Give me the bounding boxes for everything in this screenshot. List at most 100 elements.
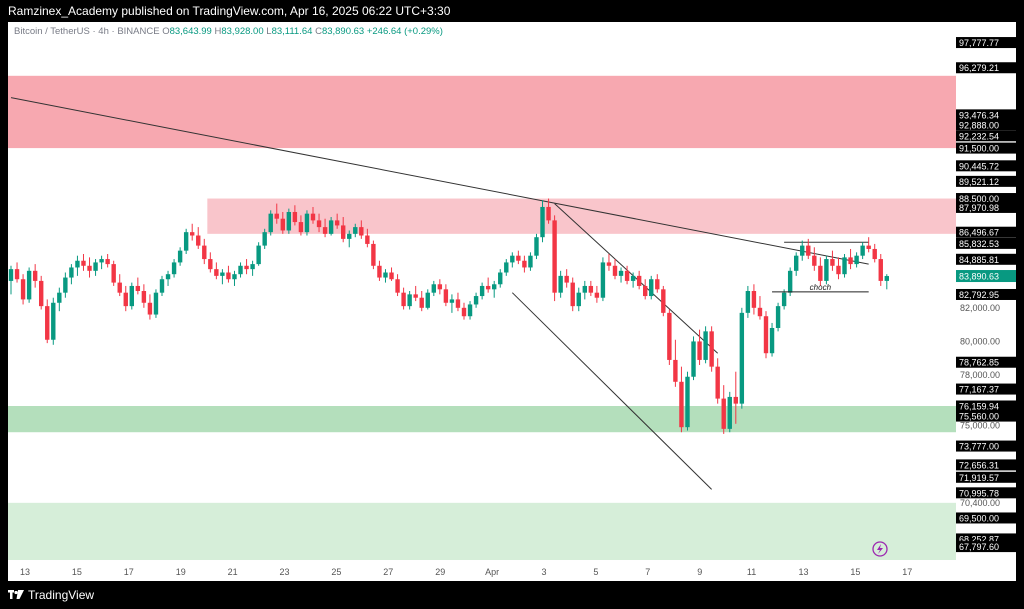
candle — [159, 279, 165, 293]
price-axis[interactable]: 93,000.0082,000.0080,000.0078,000.0075,0… — [956, 22, 1016, 581]
x-tick-label: 23 — [279, 567, 289, 577]
candle — [105, 259, 110, 265]
candle — [75, 260, 80, 268]
candle — [153, 292, 159, 315]
candle — [389, 272, 394, 280]
candle — [510, 255, 515, 263]
candle — [147, 302, 153, 315]
candle — [341, 225, 346, 239]
candle — [552, 220, 557, 293]
candle — [359, 227, 364, 236]
candle — [630, 275, 636, 281]
candle — [594, 292, 600, 298]
candle — [763, 316, 769, 354]
price-tag-bg — [956, 288, 1016, 300]
price-tag: 90,445.72 — [959, 161, 999, 171]
price-tag: 73,777.00 — [959, 442, 999, 452]
candle — [757, 307, 763, 317]
price-tag-bg — [956, 119, 1016, 131]
candle — [769, 327, 775, 354]
candle — [636, 275, 642, 286]
tradingview-logo[interactable]: TradingView — [8, 588, 94, 602]
price-tag-bg — [956, 142, 1016, 154]
candle — [8, 269, 14, 281]
price-tag-bg — [956, 410, 1016, 422]
x-tick-label: 3 — [541, 567, 546, 577]
candle — [703, 331, 708, 360]
candle — [848, 257, 853, 265]
x-tick-label: Apr — [485, 567, 499, 577]
price-tag: 78,762.85 — [959, 358, 999, 368]
flash-icon[interactable] — [872, 541, 888, 557]
price-chart[interactable]: choch 131517192123252729Apr3579111315171 — [8, 22, 956, 581]
candle — [467, 304, 473, 317]
price-tag: 89,521.12 — [959, 177, 999, 187]
x-tick-label: 15 — [850, 567, 860, 577]
candle — [528, 255, 533, 268]
x-tick-label: 27 — [383, 567, 393, 577]
candle — [177, 250, 183, 263]
y-tick-label: 80,000.00 — [960, 336, 1000, 346]
y-tick-label: 75,000.00 — [960, 421, 1000, 431]
price-tag-bg — [956, 175, 1016, 187]
candle — [274, 213, 279, 219]
high-value: 83,928.00 — [221, 26, 264, 37]
price-tag-bg — [956, 109, 1016, 121]
high-label: H — [214, 26, 222, 37]
tradingview-logo-icon — [8, 590, 24, 599]
candle — [286, 211, 292, 231]
candle — [492, 284, 497, 290]
price-tag: 87,970.98 — [959, 203, 999, 213]
low-value: 83,111.64 — [271, 26, 313, 37]
candle — [679, 381, 684, 428]
candle — [93, 262, 98, 271]
candle — [347, 233, 352, 239]
candle — [624, 270, 630, 281]
candle — [794, 255, 799, 271]
candle — [20, 279, 26, 300]
candle — [334, 220, 340, 226]
candle — [45, 306, 50, 340]
candle — [721, 398, 726, 429]
candle — [673, 359, 678, 382]
price-tag: 82,792.95 — [959, 290, 999, 300]
candle — [401, 292, 406, 307]
candle — [171, 262, 177, 275]
candle — [123, 292, 128, 307]
footer-bar: TradingView — [0, 581, 1024, 609]
candle — [570, 282, 575, 307]
x-tick-label: 25 — [331, 567, 341, 577]
candle — [298, 222, 304, 233]
price-tag: 67,797.60 — [959, 542, 999, 552]
candle — [860, 245, 865, 256]
candle — [395, 279, 400, 293]
price-tag-bg — [956, 400, 1016, 412]
candle — [612, 265, 618, 276]
candle — [262, 232, 267, 246]
candle — [522, 260, 527, 268]
candle — [316, 220, 322, 228]
price-tag-bg — [956, 226, 1016, 238]
candle — [371, 243, 376, 266]
candle — [504, 262, 509, 273]
candle — [365, 235, 370, 244]
candle — [884, 276, 889, 281]
candle — [383, 272, 388, 278]
candle — [643, 285, 648, 297]
candle — [751, 291, 757, 308]
price-tag: 68,252.87 — [959, 534, 999, 544]
price-tag: 72,656.31 — [959, 460, 999, 470]
chart-area[interactable]: choch 131517192123252729Apr3579111315171… — [8, 22, 956, 581]
change-value: +246.64 (+0.29%) — [366, 26, 443, 37]
candle — [39, 280, 44, 307]
candle — [111, 264, 116, 283]
candle — [667, 312, 672, 360]
candle — [443, 289, 449, 303]
candle — [775, 306, 781, 328]
tradingview-brand: TradingView — [28, 588, 95, 602]
candle — [473, 296, 479, 305]
close-value: 83,890.63 — [321, 26, 365, 37]
candle — [419, 297, 424, 308]
candle — [866, 245, 871, 249]
candle — [540, 206, 545, 238]
